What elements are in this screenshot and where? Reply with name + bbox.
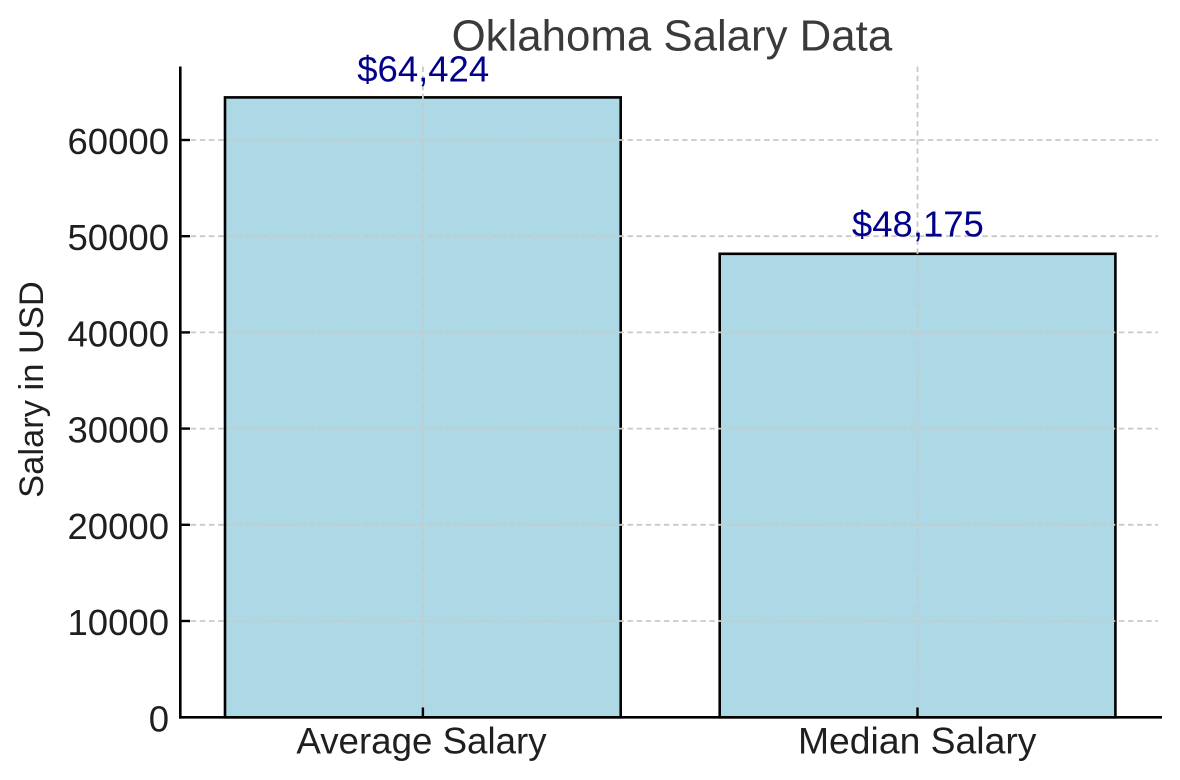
svg-text:$64,424: $64,424 — [357, 48, 489, 89]
svg-text:40000: 40000 — [68, 313, 170, 354]
svg-text:10000: 10000 — [68, 602, 170, 643]
svg-text:30000: 30000 — [68, 410, 170, 451]
svg-text:50000: 50000 — [68, 217, 170, 258]
svg-text:Salary in USD: Salary in USD — [13, 281, 51, 498]
svg-text:20000: 20000 — [68, 506, 170, 547]
svg-text:0: 0 — [149, 698, 169, 739]
svg-text:Median Salary: Median Salary — [798, 720, 1037, 762]
svg-text:Oklahoma Salary Data: Oklahoma Salary Data — [452, 12, 893, 61]
svg-text:$48,175: $48,175 — [852, 203, 984, 244]
svg-text:Average Salary: Average Salary — [296, 721, 547, 762]
svg-text:60000: 60000 — [68, 121, 170, 162]
